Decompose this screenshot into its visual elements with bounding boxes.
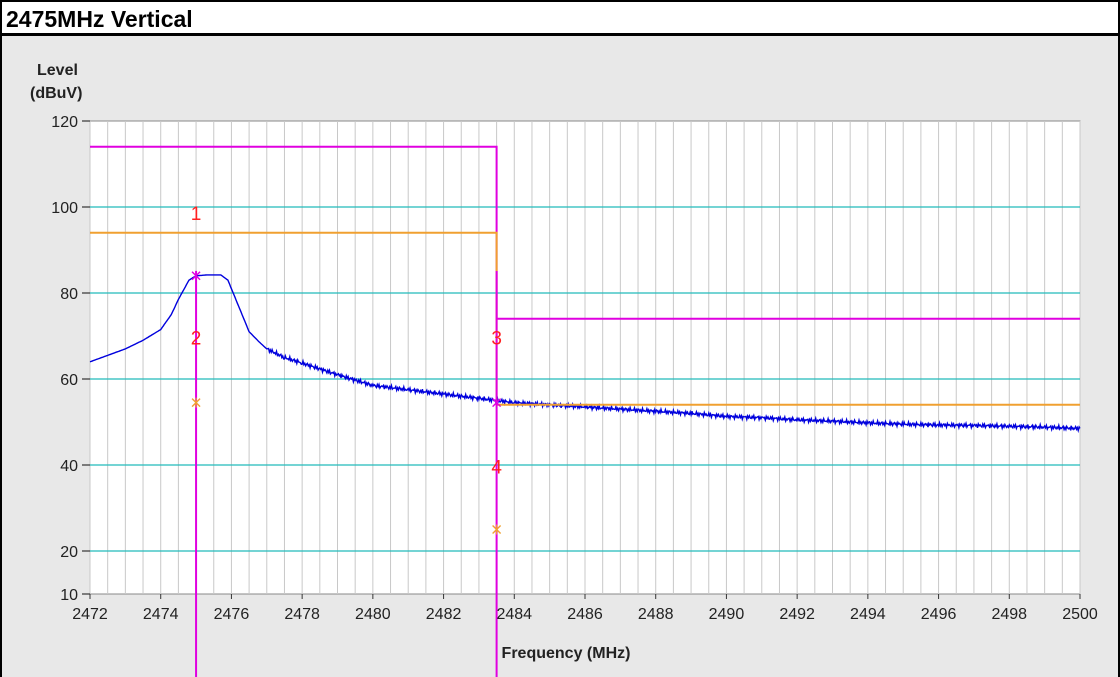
y-tick-label: 10 (60, 587, 78, 604)
x-tick-label: 2482 (426, 606, 462, 623)
y-tick-label: 40 (60, 458, 78, 475)
marker-label: 2 (191, 329, 202, 350)
x-tick-label: 2492 (779, 606, 815, 623)
x-tick-label: 2478 (284, 606, 320, 623)
x-tick-label: 2496 (921, 606, 957, 623)
y-tick-label: 120 (51, 114, 78, 131)
x-tick-label: 2498 (991, 606, 1027, 623)
y-axis-label-line2: (dBuV) (30, 85, 82, 102)
x-tick-label: 2474 (143, 606, 179, 623)
x-tick-label: 2480 (355, 606, 391, 623)
marker-point (492, 524, 502, 535)
marker-label: 1 (191, 204, 202, 225)
y-axis-label-line1: Level (37, 62, 78, 79)
page-title: 2475MHz Vertical (6, 6, 193, 32)
marker-point (492, 397, 502, 408)
y-tick-label: 80 (60, 286, 78, 303)
x-tick-label: 2476 (214, 606, 250, 623)
x-tick-label: 2488 (638, 606, 674, 623)
y-tick-label: 100 (51, 200, 78, 217)
marker-point (191, 397, 201, 408)
x-tick-label: 2472 (72, 606, 108, 623)
x-tick-label: 2490 (709, 606, 745, 623)
y-tick-label: 20 (60, 544, 78, 561)
marker-label: 3 (491, 329, 502, 350)
x-tick-label: 2484 (496, 606, 532, 623)
title-bar: 2475MHz Vertical (2, 2, 1118, 36)
marker-point (191, 270, 201, 281)
x-tick-label: 2500 (1062, 606, 1098, 623)
x-tick-label: 2486 (567, 606, 603, 623)
x-axis-label: Frequency (MHz) (502, 645, 631, 662)
marker-label: 4 (491, 458, 502, 479)
y-tick-label: 60 (60, 372, 78, 389)
x-tick-label: 2494 (850, 606, 886, 623)
